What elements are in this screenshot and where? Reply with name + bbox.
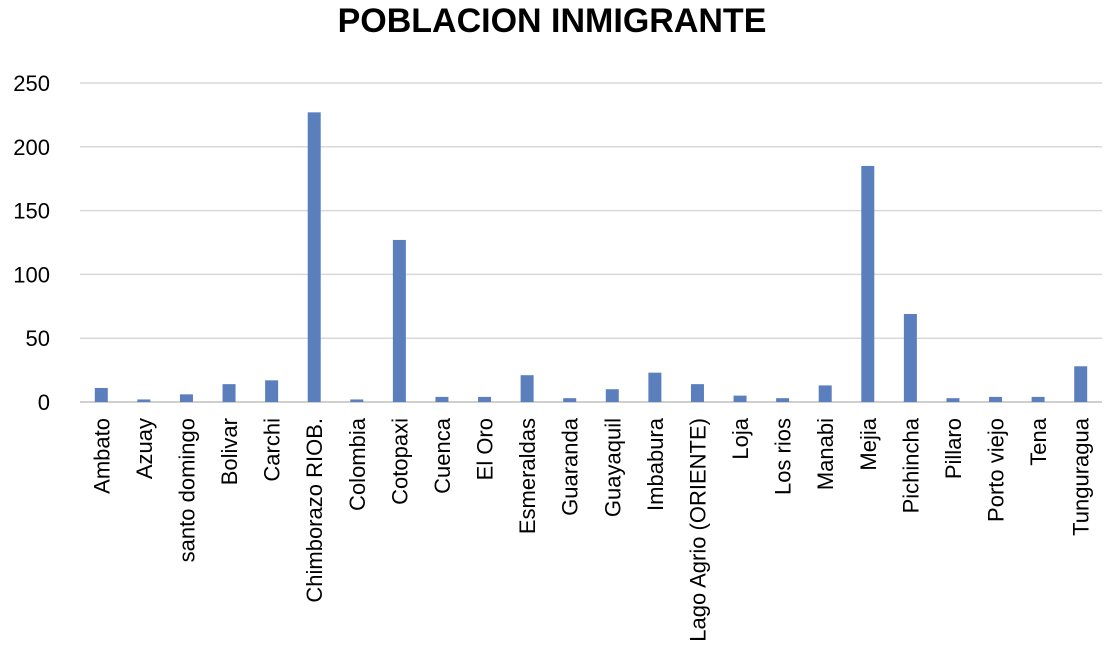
bar bbox=[776, 398, 790, 402]
bar bbox=[733, 395, 747, 402]
bar bbox=[350, 399, 364, 402]
bar bbox=[818, 385, 832, 402]
x-tick-label: Cuenca bbox=[430, 417, 455, 494]
y-tick-label: 50 bbox=[26, 326, 50, 351]
bar bbox=[179, 394, 193, 402]
x-tick-label: Cotopaxi bbox=[387, 418, 412, 505]
x-tick-label: Esmeraldas bbox=[515, 418, 540, 534]
x-tick-label: Lago Agrio (ORIENTE) bbox=[685, 418, 710, 642]
x-tick-label: Manabi bbox=[813, 418, 838, 490]
bar bbox=[94, 387, 108, 402]
x-tick-label: Loja bbox=[728, 417, 753, 459]
bar bbox=[137, 399, 151, 402]
bar bbox=[605, 389, 619, 402]
y-tick-label: 250 bbox=[13, 71, 50, 96]
x-tick-label: Porto viejo bbox=[984, 418, 1009, 522]
bar bbox=[648, 372, 662, 402]
bar bbox=[307, 112, 321, 403]
x-tick-label: Imbabura bbox=[643, 417, 668, 511]
bar bbox=[946, 398, 960, 402]
chart-title: POBLACION INMIGRANTE bbox=[337, 2, 767, 40]
bar bbox=[478, 396, 492, 402]
x-tick-label: Bolivar bbox=[217, 418, 242, 485]
bar bbox=[222, 384, 236, 402]
bar bbox=[690, 384, 704, 402]
bar bbox=[1074, 366, 1088, 402]
x-tick-label: Chimborazo RIOB. bbox=[302, 418, 327, 603]
x-tick-label: Azuay bbox=[132, 418, 157, 479]
x-tick-label: Tena bbox=[1026, 417, 1051, 465]
x-tick-label: santo domingo bbox=[174, 418, 199, 562]
x-tick-label: Pillaro bbox=[941, 418, 966, 479]
x-tick-label: Colombia bbox=[345, 417, 370, 511]
bar bbox=[392, 239, 406, 402]
x-tick-label: El Oro bbox=[473, 418, 498, 480]
bar bbox=[989, 396, 1003, 402]
y-tick-label: 200 bbox=[13, 135, 50, 160]
y-tick-label: 0 bbox=[38, 390, 50, 415]
bar bbox=[435, 396, 449, 402]
bar bbox=[861, 165, 875, 402]
y-tick-label: 150 bbox=[13, 199, 50, 224]
x-tick-label: Guayaquil bbox=[600, 418, 625, 517]
bar bbox=[520, 375, 534, 402]
x-tick-label: Carchi bbox=[260, 418, 285, 482]
y-tick-label: 100 bbox=[13, 262, 50, 287]
x-tick-label: Mejia bbox=[856, 417, 881, 470]
x-tick-label: Pichincha bbox=[898, 417, 923, 513]
x-tick-label: Ambato bbox=[89, 418, 114, 494]
x-tick-label: Guaranda bbox=[558, 417, 583, 516]
x-tick-label: Los rios bbox=[771, 418, 796, 495]
x-tick-label: Tunguragua bbox=[1069, 417, 1094, 536]
bar bbox=[265, 380, 279, 402]
bar bbox=[903, 313, 917, 402]
bar bbox=[1031, 396, 1045, 402]
bar bbox=[563, 398, 577, 402]
